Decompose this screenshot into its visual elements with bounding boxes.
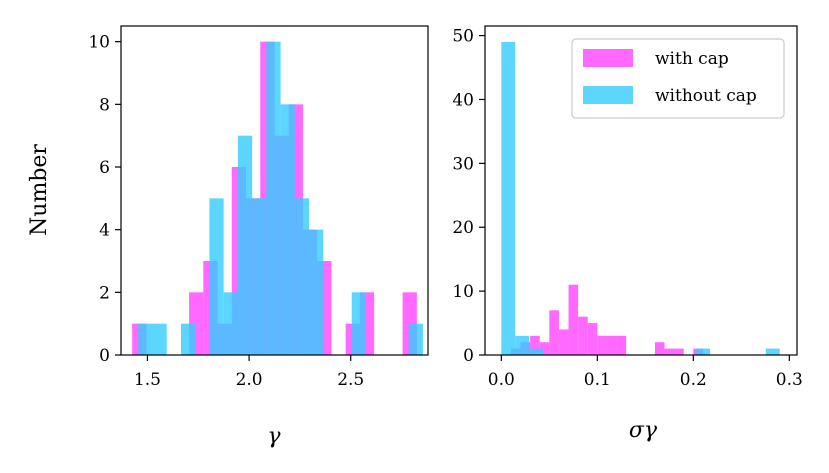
gamma-histogram-bars (132, 41, 423, 356)
sigma-gamma-y-tick-label: 20 (452, 218, 474, 238)
legend-label-without-cap: without cap (655, 86, 757, 106)
gamma-y-tick-label: 4 (99, 221, 110, 241)
sigma-gamma-bar-with-cap (558, 329, 569, 355)
gamma-x-tick-label: 2.5 (337, 370, 364, 390)
sigma-gamma-bar-with-cap (664, 348, 675, 355)
gamma-bar-without-cap (138, 323, 153, 355)
sigma-gamma-bar-with-cap (674, 348, 684, 355)
gamma-bar-without-cap (152, 323, 167, 355)
sigma-gamma-y-tick-label: 30 (452, 154, 474, 174)
sigma-gamma-y-tick-label: 10 (452, 282, 474, 302)
sigma-gamma-bar-with-cap (616, 335, 627, 355)
sigma-gamma-bar-with-cap (530, 335, 540, 355)
sigma-gamma-bar-without-cap (501, 41, 516, 355)
sigma-gamma-bar-without-cap (765, 348, 780, 355)
sigma-gamma-histogram-bars (501, 41, 780, 355)
sigma-gamma-bar-without-cap (515, 335, 530, 355)
gamma-bar-without-cap (223, 292, 238, 355)
sigma-gamma-x-ticks: 0.0 0.1 0.2 0.3 (488, 355, 803, 390)
sigma-gamma-x-axis-label: σγ (629, 418, 658, 443)
sigma-gamma-x-tick-label: 0.1 (584, 370, 611, 390)
gamma-bar-without-cap (266, 41, 281, 356)
gamma-plot-frame (120, 25, 429, 356)
gamma-bar-without-cap (351, 292, 366, 355)
gamma-y-tick-label: 8 (99, 95, 110, 115)
sigma-gamma-x-tick-label: 0.0 (488, 370, 515, 390)
sigma-gamma-y-tick-label: 0 (463, 346, 474, 366)
sigma-gamma-y-ticks: 0 10 20 30 40 50 (452, 27, 485, 366)
gamma-bar-without-cap (309, 229, 324, 355)
gamma-bar-without-cap (294, 198, 310, 355)
legend: with cap without cap (571, 38, 785, 119)
sigma-gamma-plot-frame (484, 25, 798, 356)
sigma-gamma-histogram-panel: 0.0 0.1 0.2 0.3 0 10 20 30 40 50 σγ with cap wit… (452, 25, 803, 443)
gamma-x-tick-label: 2.0 (236, 370, 263, 390)
gamma-bar-without-cap (180, 323, 196, 355)
gamma-bar-without-cap (408, 323, 423, 355)
gamma-y-tick-label: 6 (99, 158, 110, 178)
sigma-gamma-bar-with-cap (597, 335, 607, 355)
gamma-x-axis-label: γ (267, 424, 281, 449)
sigma-gamma-bar-with-cap (568, 284, 579, 355)
sigma-gamma-x-tick-label: 0.3 (776, 370, 803, 390)
gamma-y-tick-label: 10 (88, 33, 110, 53)
sigma-gamma-bar-with-cap (539, 342, 550, 355)
sigma-gamma-bar-with-cap (578, 316, 588, 355)
sigma-gamma-bar-without-cap (696, 348, 711, 355)
sigma-gamma-y-tick-label: 40 (452, 90, 474, 110)
sigma-gamma-bar-with-cap (606, 335, 617, 355)
gamma-y-axis-label: Number (27, 144, 52, 236)
gamma-y-tick-label: 0 (99, 346, 110, 366)
gamma-y-ticks: 0 2 4 6 8 10 (88, 33, 121, 366)
sigma-gamma-bar-with-cap (587, 323, 598, 355)
gamma-x-ticks: 1.5 2.0 2.5 (134, 355, 364, 390)
sigma-gamma-x-tick-label: 0.2 (680, 370, 707, 390)
gamma-y-tick-label: 2 (99, 283, 110, 303)
sigma-gamma-bar-without-cap (529, 348, 544, 355)
gamma-bar-without-cap (237, 135, 253, 355)
gamma-bar-without-cap (280, 104, 295, 355)
gamma-x-tick-label: 1.5 (134, 370, 161, 390)
gamma-bar-without-cap (209, 198, 224, 355)
gamma-histogram-panel: 1.5 2.0 2.5 0 2 4 6 8 10 γ Number (27, 25, 429, 449)
legend-swatch-with-cap (583, 49, 633, 67)
legend-swatch-without-cap (583, 86, 633, 104)
sigma-gamma-bar-with-cap (549, 310, 559, 355)
legend-label-with-cap: with cap (655, 49, 729, 69)
sigma-gamma-y-tick-label: 50 (452, 27, 474, 47)
gamma-bar-without-cap (252, 198, 267, 355)
sigma-gamma-bar-with-cap (654, 342, 665, 355)
